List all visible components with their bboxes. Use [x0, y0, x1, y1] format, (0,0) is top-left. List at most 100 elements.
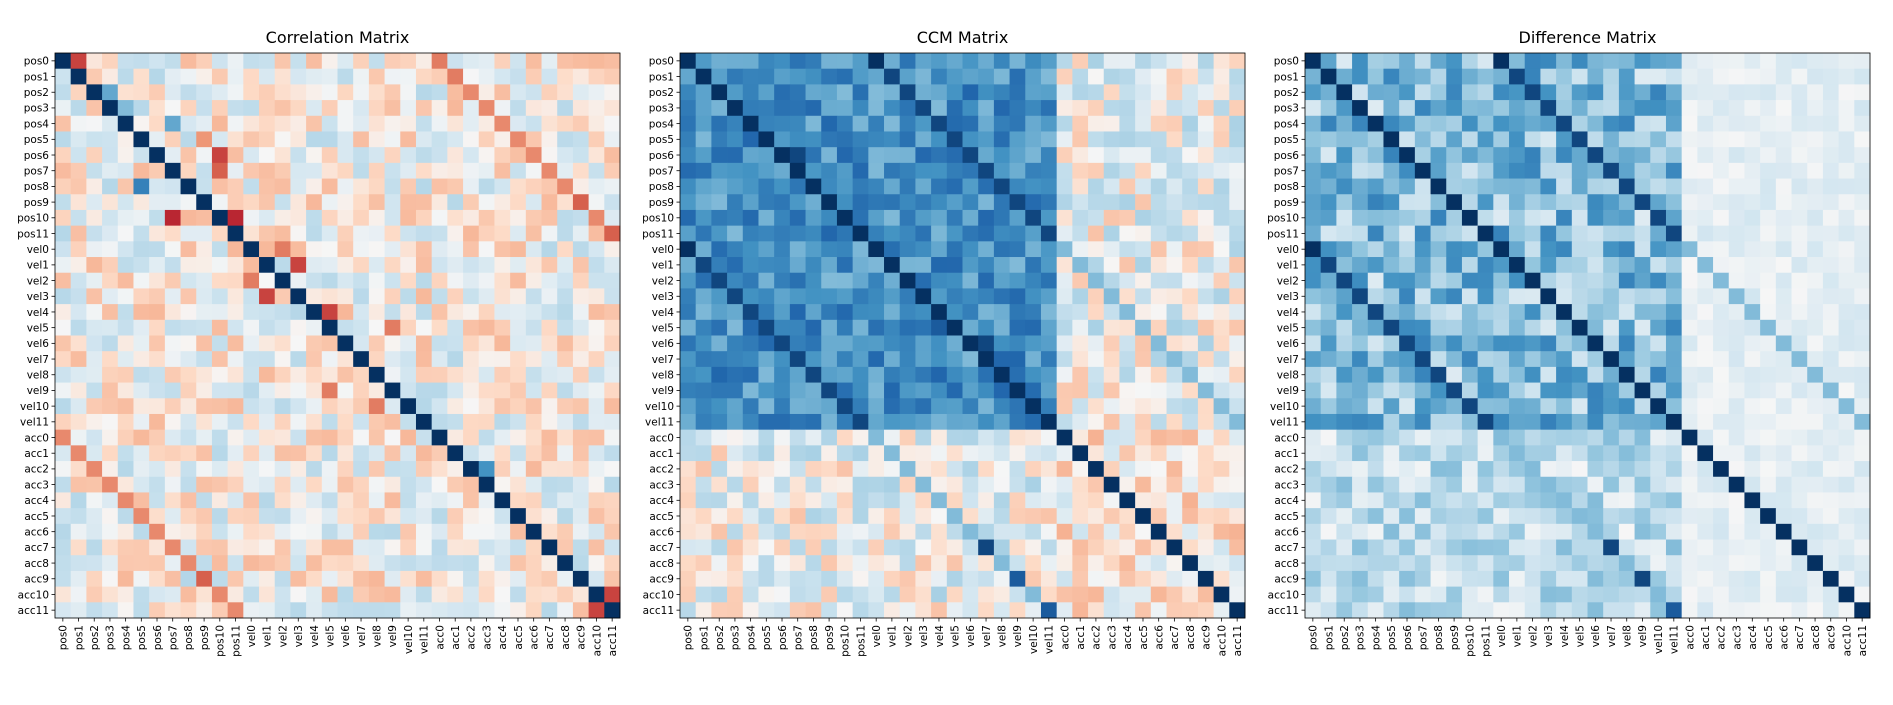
heatmap-cell [1587, 429, 1604, 446]
heatmap-cell [1430, 53, 1447, 70]
heatmap-cell [541, 366, 558, 383]
heatmap-cell [1822, 241, 1840, 258]
heatmap-cell [1336, 272, 1353, 289]
heatmap-cell [742, 539, 759, 556]
heatmap-cell [1135, 461, 1152, 478]
heatmap-cell [1197, 178, 1215, 195]
heatmap-cell [1352, 225, 1369, 242]
heatmap-cell [1603, 131, 1620, 148]
heatmap-cell [384, 304, 401, 321]
heatmap-cell [1025, 288, 1042, 305]
heatmap-cell [1213, 225, 1230, 242]
heatmap-cell [836, 257, 854, 274]
heatmap-cell [149, 351, 166, 368]
heatmap-cell [1383, 115, 1400, 132]
heatmap-cell [1352, 319, 1369, 336]
heatmap-cell [149, 131, 166, 148]
heatmap-cell [993, 351, 1010, 368]
heatmap-cell [86, 476, 103, 493]
heatmap-cell [1760, 539, 1777, 556]
heatmap-cell [1150, 241, 1167, 258]
heatmap-cell [1728, 68, 1745, 85]
heatmap-cell [1524, 445, 1541, 462]
heatmap-cell [1352, 162, 1369, 179]
axes-frame [679, 52, 1246, 619]
heatmap-cell [931, 508, 948, 525]
heatmap-cell [86, 53, 103, 70]
heatmap-cell [946, 351, 963, 368]
heatmap-cell [274, 602, 291, 619]
heatmap-cell [1713, 492, 1730, 509]
heatmap-cell [463, 570, 480, 588]
heatmap-cell [117, 209, 134, 227]
heatmap-cell [915, 53, 932, 70]
heatmap-cell [946, 570, 963, 588]
heatmap-cell [1150, 539, 1167, 556]
heatmap-cell [368, 492, 385, 509]
heatmap-cell [742, 257, 759, 274]
heatmap-cell [1603, 461, 1620, 478]
heatmap-cell [1430, 445, 1447, 462]
heatmap-cell [70, 147, 87, 164]
heatmap-cell [821, 602, 838, 619]
heatmap-cell [1587, 225, 1604, 242]
heatmap-cell [384, 53, 401, 70]
heatmap-cell [821, 555, 838, 572]
heatmap-cell [431, 570, 448, 588]
heatmap-cell [1414, 147, 1431, 164]
heatmap-cell [55, 115, 72, 132]
heatmap-cell [1807, 68, 1824, 85]
heatmap-cell [1775, 492, 1792, 509]
heatmap-cell [1135, 53, 1152, 70]
heatmap-cell [1182, 178, 1199, 195]
heatmap-cell [1430, 84, 1447, 101]
heatmap-cell [1072, 508, 1089, 525]
heatmap-cell [572, 429, 590, 446]
heatmap-cell [86, 115, 103, 132]
heatmap-cell [1336, 429, 1353, 446]
heatmap-cell [852, 492, 869, 509]
heatmap-cell [55, 398, 72, 415]
heatmap-cell [478, 225, 495, 242]
heatmap-cell [915, 241, 932, 258]
heatmap-cell [55, 539, 72, 556]
heatmap-cell [86, 398, 103, 415]
heatmap-cell [1477, 209, 1494, 227]
heatmap-cell [321, 413, 338, 431]
heatmap-cell [1854, 461, 1871, 478]
heatmap-cell [604, 147, 621, 164]
heatmap-cell [55, 429, 72, 446]
heatmap-cell [353, 366, 370, 383]
heatmap-cell [510, 53, 527, 70]
heatmap-cell [1524, 335, 1541, 352]
heatmap-cell [1493, 319, 1510, 336]
heatmap-cell [1791, 492, 1808, 509]
heatmap-cell [1540, 445, 1557, 462]
heatmap-cell [588, 366, 605, 383]
heatmap-cell [525, 351, 542, 368]
heatmap-cell [1320, 429, 1337, 446]
heatmap-cell [1618, 68, 1635, 85]
heatmap-cell [306, 492, 323, 509]
heatmap-cell [1650, 508, 1667, 525]
y-tick-label: pos10 [1267, 213, 1299, 225]
heatmap-cell [1103, 398, 1120, 415]
heatmap-cell [572, 319, 590, 336]
heatmap-cell [227, 304, 244, 321]
heatmap-cell [742, 100, 759, 117]
heatmap-cell [1336, 115, 1353, 132]
heatmap-cell [962, 178, 979, 195]
x-tick-label: acc3 [1731, 625, 1743, 650]
heatmap-cell [1213, 131, 1230, 148]
heatmap-cell [1072, 100, 1089, 117]
heatmap-cell [993, 53, 1010, 70]
heatmap-cell [1634, 53, 1651, 70]
heatmap-cell [680, 319, 697, 336]
heatmap-cell [55, 53, 72, 70]
heatmap-cell [243, 100, 260, 117]
heatmap-cell [868, 178, 885, 195]
heatmap-cell [711, 68, 728, 85]
heatmap-cell [1524, 351, 1541, 368]
heatmap-cell [993, 398, 1010, 415]
heatmap-cell [1728, 602, 1745, 619]
